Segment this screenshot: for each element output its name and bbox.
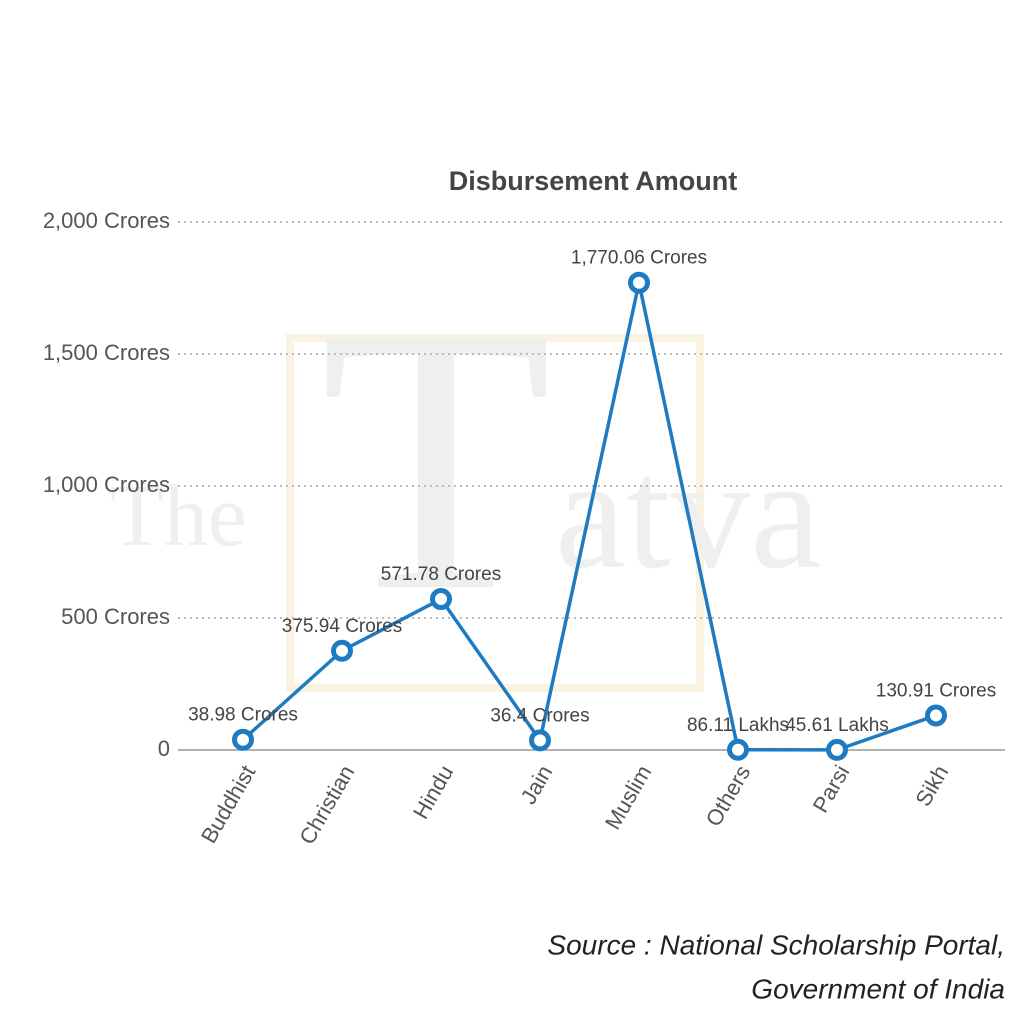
x-tick-label: Christian: [294, 761, 359, 849]
value-label: 36.4 Crores: [490, 705, 589, 726]
x-tick-label: Hindu: [408, 761, 458, 823]
x-tick-label: Others: [701, 761, 756, 831]
line: [241, 280, 937, 752]
marker: [826, 738, 848, 761]
value-label: 375.94 Crores: [282, 616, 402, 637]
y-tick-label: 0: [158, 736, 170, 761]
marker: [331, 639, 353, 662]
x-tick-label: Jain: [516, 761, 558, 808]
x-tick-label: Muslim: [600, 761, 656, 834]
x-tick-label: Sikh: [910, 761, 953, 811]
value-label: 45.61 Lakhs: [785, 715, 889, 736]
value-label: 86.11 Lakhs: [687, 715, 789, 736]
y-tick-label: 2,000 Crores: [43, 208, 170, 233]
x-tick-label: Parsi: [808, 761, 855, 817]
marker: [628, 271, 650, 294]
watermark: The: [110, 468, 247, 565]
marker: [727, 738, 749, 761]
y-tick-label: 1,000 Crores: [43, 472, 170, 497]
watermark-frame: [286, 334, 704, 692]
value-label: 130.91 Crores: [876, 680, 996, 701]
marker: [925, 704, 947, 727]
marker: [529, 729, 551, 752]
marker: [232, 728, 254, 751]
chart-title: Disbursement Amount: [449, 166, 738, 196]
value-label: 571.78 Crores: [381, 564, 501, 585]
y-tick-label: 1,500 Crores: [43, 340, 170, 365]
y-tick-label: 500 Crores: [61, 604, 170, 629]
source: Source : National Scholarship Portal,: [547, 929, 1005, 960]
source: Government of India: [751, 973, 1005, 1004]
value-label: 38.98 Crores: [188, 705, 298, 726]
value-label: 1,770.06 Crores: [571, 248, 707, 269]
x-tick-label: Buddhist: [196, 761, 260, 848]
marker: [430, 588, 452, 611]
